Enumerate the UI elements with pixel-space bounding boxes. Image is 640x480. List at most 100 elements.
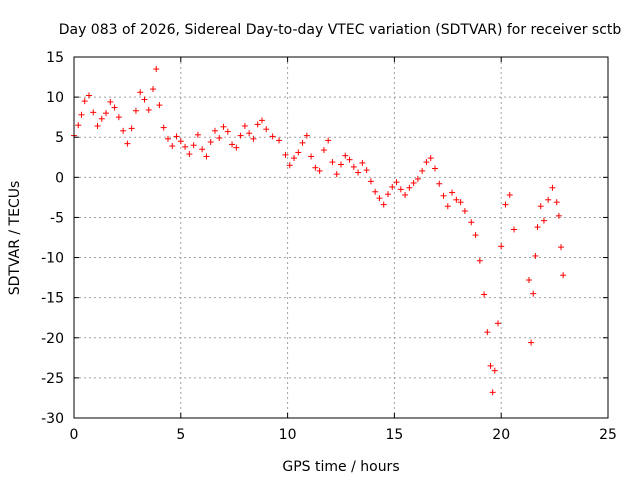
data-point — [545, 196, 552, 203]
data-point — [182, 143, 189, 150]
x-tick-label: 5 — [176, 427, 185, 443]
x-tick-label: 20 — [492, 427, 510, 443]
data-point — [269, 133, 276, 140]
data-point — [461, 208, 468, 215]
data-point — [111, 104, 118, 111]
data-markers — [71, 66, 567, 396]
data-point — [359, 159, 366, 166]
data-point — [207, 139, 214, 146]
data-point — [141, 96, 148, 103]
data-point — [250, 135, 257, 142]
data-point — [94, 122, 101, 129]
data-point — [308, 153, 315, 160]
data-point — [75, 122, 82, 129]
data-point — [393, 179, 400, 186]
data-point — [534, 224, 541, 231]
data-point — [295, 149, 302, 156]
data-point — [203, 153, 210, 160]
data-point — [258, 117, 265, 124]
x-tick-label: 25 — [599, 427, 617, 443]
y-tick-label: 15 — [46, 50, 64, 66]
data-point — [276, 137, 283, 144]
data-point — [254, 121, 261, 128]
data-point — [286, 162, 293, 169]
data-point — [525, 277, 532, 284]
grid-lines — [74, 57, 608, 418]
data-point — [384, 191, 391, 198]
y-tick-label: -10 — [41, 251, 64, 267]
data-point — [444, 203, 451, 210]
x-tick-label: 0 — [70, 427, 79, 443]
data-point — [291, 155, 298, 162]
data-point — [98, 115, 105, 122]
data-point — [476, 257, 483, 264]
data-point — [186, 151, 193, 158]
data-point — [558, 244, 565, 251]
data-point — [325, 137, 332, 144]
data-point — [81, 98, 88, 105]
data-point — [160, 124, 167, 131]
data-point — [338, 161, 344, 168]
data-point — [342, 152, 349, 159]
x-tick-label: 10 — [279, 427, 297, 443]
data-point — [472, 232, 479, 239]
data-point — [177, 138, 184, 145]
y-tick-label: -5 — [50, 210, 64, 226]
plot-frame — [73, 56, 609, 419]
data-point — [489, 389, 496, 396]
data-point — [397, 186, 404, 193]
data-point — [436, 180, 443, 187]
y-tick-label: 10 — [46, 90, 64, 106]
data-point — [299, 139, 306, 146]
data-point — [333, 171, 340, 178]
data-point — [355, 169, 362, 176]
data-point — [128, 125, 135, 132]
data-point — [376, 195, 383, 202]
data-point — [211, 127, 218, 134]
chart-title: Day 083 of 2026, Sidereal Day-to-day VTE… — [59, 22, 622, 38]
data-point — [237, 132, 244, 139]
y-axis-label: SDTVAR / TECUs — [7, 181, 23, 296]
data-point — [346, 156, 353, 163]
data-point — [224, 128, 231, 135]
data-point — [555, 212, 562, 219]
data-point — [427, 155, 434, 162]
data-point — [153, 66, 160, 73]
data-point — [530, 290, 537, 297]
data-point — [241, 122, 248, 129]
data-point — [549, 184, 556, 191]
data-point — [431, 165, 438, 172]
data-point — [85, 92, 92, 99]
data-point — [124, 140, 131, 147]
data-point — [103, 110, 110, 117]
data-point — [389, 183, 396, 190]
data-point — [380, 201, 387, 208]
data-point — [502, 201, 509, 208]
x-axis-label: GPS time / hours — [282, 459, 399, 475]
data-point — [498, 243, 505, 250]
data-point — [350, 163, 357, 170]
data-point — [423, 159, 430, 166]
data-point — [414, 175, 421, 182]
data-point — [303, 132, 310, 139]
data-point — [132, 107, 139, 114]
data-point — [233, 144, 240, 151]
data-point — [560, 272, 567, 279]
data-point — [528, 339, 535, 346]
data-point — [107, 98, 114, 105]
data-point — [173, 133, 180, 140]
y-tick-label: 5 — [55, 130, 64, 146]
x-tick-label: 15 — [385, 427, 403, 443]
data-point — [316, 167, 323, 174]
data-point — [363, 167, 370, 174]
y-tick-label: -25 — [41, 371, 64, 387]
data-point — [453, 196, 460, 203]
data-point — [491, 367, 498, 374]
data-point — [137, 89, 144, 96]
data-point — [367, 178, 374, 185]
data-point — [406, 184, 413, 191]
y-tick-label: -30 — [41, 411, 64, 427]
data-point — [169, 143, 176, 150]
data-point — [216, 135, 223, 142]
data-point — [78, 111, 85, 118]
